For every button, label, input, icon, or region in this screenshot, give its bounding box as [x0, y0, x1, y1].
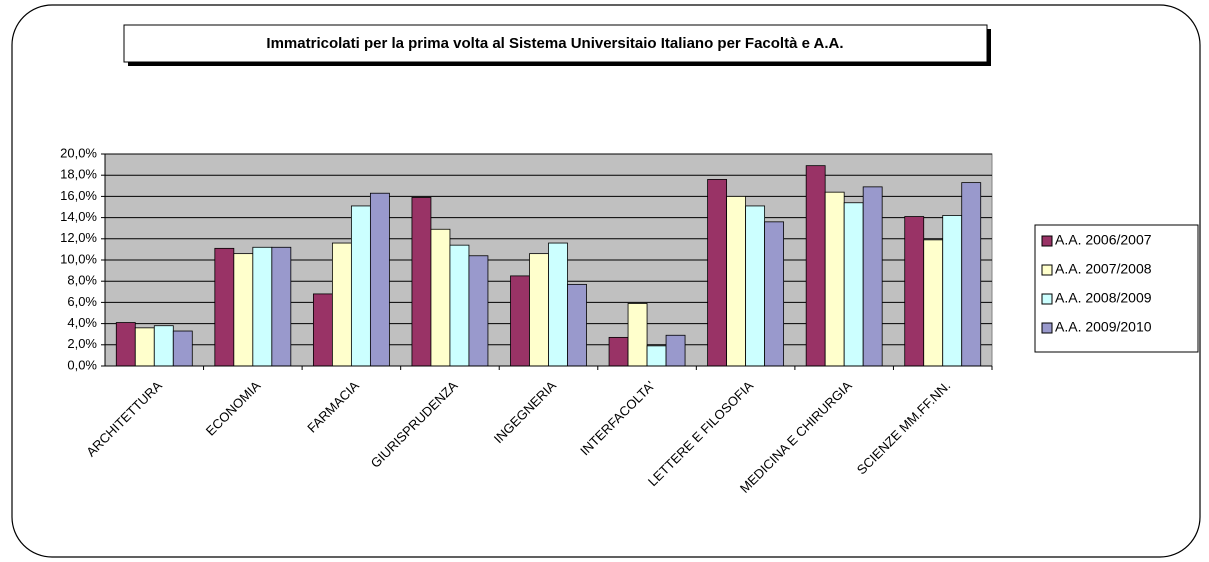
bar — [904, 216, 925, 367]
bar — [172, 330, 193, 367]
legend-swatch — [1041, 322, 1053, 334]
y-tick-label: 4,0% — [67, 315, 97, 330]
bar — [961, 182, 982, 367]
bar — [707, 179, 728, 367]
bar — [350, 205, 371, 367]
y-tick-label: 2,0% — [67, 336, 97, 351]
bar — [134, 327, 155, 367]
bar — [468, 255, 489, 367]
bar — [430, 228, 451, 367]
legend-swatch — [1041, 235, 1053, 247]
bar — [567, 283, 587, 367]
bar — [627, 303, 648, 367]
bar — [862, 186, 883, 367]
bar — [764, 221, 785, 367]
bar — [214, 247, 235, 367]
bar — [115, 322, 136, 367]
y-tick-label: 6,0% — [67, 294, 97, 309]
bar — [646, 345, 667, 367]
y-tick-label: 20,0% — [60, 145, 97, 160]
legend-box — [1034, 224, 1199, 353]
y-tick-label: 12,0% — [60, 230, 97, 245]
bar — [271, 246, 292, 367]
bar — [153, 325, 174, 367]
legend-swatch — [1041, 264, 1053, 276]
bar — [608, 336, 629, 367]
bar — [252, 246, 273, 367]
y-tick-label: 18,0% — [60, 167, 97, 182]
bar — [726, 195, 747, 367]
legend-swatch — [1041, 293, 1053, 305]
bar — [548, 242, 568, 367]
legend-label: A.A. 2008/2009 — [1055, 290, 1152, 306]
title-box — [123, 24, 988, 63]
y-tick-label: 0,0% — [67, 357, 97, 372]
bar — [529, 253, 549, 367]
bar — [331, 242, 352, 367]
legend-label: A.A. 2006/2007 — [1055, 232, 1152, 248]
bar — [824, 191, 845, 367]
bar — [510, 275, 530, 367]
bar — [312, 293, 333, 367]
bar — [449, 244, 470, 367]
legend-label: A.A. 2009/2010 — [1055, 319, 1152, 335]
bar — [745, 205, 766, 367]
bar — [233, 253, 254, 367]
bar — [369, 192, 390, 367]
y-tick-label: 10,0% — [60, 251, 97, 266]
bar — [942, 215, 963, 367]
y-tick-label: 16,0% — [60, 188, 97, 203]
bar — [805, 165, 826, 367]
y-tick-label: 8,0% — [67, 273, 97, 288]
chart-title: Immatricolati per la prima volta al Sist… — [266, 35, 843, 52]
bar — [923, 239, 944, 367]
bar — [843, 202, 864, 367]
bar — [665, 334, 686, 367]
y-tick-label: 14,0% — [60, 209, 97, 224]
legend-label: A.A. 2007/2008 — [1055, 261, 1152, 277]
bar — [411, 197, 432, 367]
